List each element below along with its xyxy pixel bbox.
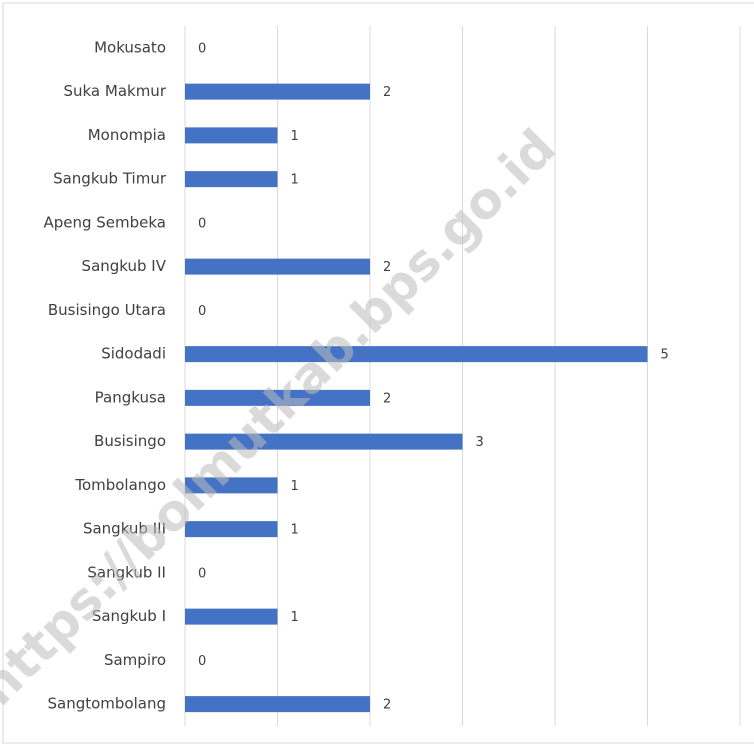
bar xyxy=(185,83,370,100)
bar xyxy=(185,171,278,188)
y-tick-label: Tombolango xyxy=(74,476,166,494)
y-tick-label: Sangkub II xyxy=(87,563,166,581)
bar xyxy=(185,696,370,713)
data-label: 5 xyxy=(661,348,669,363)
data-label: 0 xyxy=(198,654,206,669)
data-label: 1 xyxy=(291,523,299,538)
y-tick-label: Monompia xyxy=(88,126,166,144)
y-tick-label: Busisingo Utara xyxy=(48,301,166,319)
y-tick-label: Suka Makmur xyxy=(63,82,166,100)
y-tick-label: Apeng Sembeka xyxy=(43,213,166,231)
data-label: 2 xyxy=(383,85,391,100)
bar xyxy=(185,258,370,275)
data-label: 0 xyxy=(198,304,206,319)
y-tick-label: Sangkub IV xyxy=(82,257,167,275)
data-label: 0 xyxy=(198,216,206,231)
y-tick-label: Sidodadi xyxy=(101,345,166,363)
data-label: 2 xyxy=(383,698,391,713)
bar xyxy=(185,127,278,144)
data-label: 3 xyxy=(476,435,484,450)
y-tick-label: Sampiro xyxy=(104,651,166,669)
data-label: 1 xyxy=(291,173,299,188)
y-tick-label: Busisingo xyxy=(94,432,166,450)
bar xyxy=(185,477,278,494)
bar xyxy=(185,608,278,625)
watermark: https://bolmutkab.bps.go.id xyxy=(0,118,567,717)
y-tick-label: Sangkub III xyxy=(83,520,166,538)
bar xyxy=(185,521,278,538)
data-label: 0 xyxy=(198,41,206,56)
data-label: 1 xyxy=(291,610,299,625)
data-label: 2 xyxy=(383,391,391,406)
bar xyxy=(185,346,648,363)
y-tick-label: Sangtombolang xyxy=(48,695,167,713)
data-label: 0 xyxy=(198,566,206,581)
y-tick-label: Sangkub Timur xyxy=(53,170,167,188)
y-tick-label: Pangkusa xyxy=(95,388,166,406)
y-tick-label: Sangkub I xyxy=(92,607,166,625)
bar xyxy=(185,389,370,406)
data-label: 1 xyxy=(291,479,299,494)
y-tick-label: Mokusato xyxy=(94,38,166,56)
data-label: 1 xyxy=(291,129,299,144)
data-label: 2 xyxy=(383,260,391,275)
bar xyxy=(185,433,463,450)
